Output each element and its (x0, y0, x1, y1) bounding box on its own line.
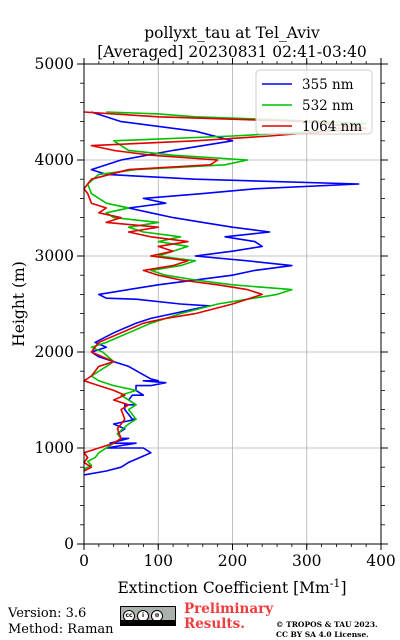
extinction-profile-chart: pollyxt_tau at Tel_Aviv [Averaged] 20230… (10, 24, 396, 597)
legend: 355 nm 532 nm 1064 nm (255, 69, 373, 135)
y-tick-label: 4000 (35, 151, 74, 169)
series-line-355-nm (83, 111, 360, 476)
y-tick-label: 0 (64, 535, 74, 553)
preliminary-results-text: Preliminary Results. (184, 602, 273, 632)
cc-license-badge: cc i ⊜ (120, 606, 176, 626)
y-tick-label: 5000 (35, 55, 74, 73)
x-tick-label: 400 (366, 552, 396, 570)
legend-box (255, 69, 373, 135)
y-axis-label: Height (m) (10, 261, 28, 347)
y-tick-label: 3000 (35, 247, 74, 265)
version-text: Version: 3.6 (8, 606, 87, 621)
series-line-1064-nm (83, 111, 367, 472)
chart-title-line-2: [Averaged] 20230831 02:41-03:40 (97, 43, 367, 61)
copyright-line-2: CC BY SA 4.0 License. (276, 630, 369, 639)
cc-badge-strip (121, 620, 175, 625)
preliminary-line-2: Results. (184, 616, 245, 632)
x-tick-label: 0 (79, 552, 89, 570)
chart-title-line-1: pollyxt_tau at Tel_Aviv (144, 24, 320, 42)
series-lines (83, 111, 367, 476)
legend-label: 355 nm (302, 77, 354, 93)
y-tick-label: 2000 (35, 343, 74, 361)
method-text: Method: Raman (8, 622, 114, 637)
legend-label: 1064 nm (302, 119, 362, 135)
x-tick-label: 100 (143, 552, 173, 570)
x-tick-label: 200 (218, 552, 248, 570)
y-tick-label: 1000 (35, 439, 74, 457)
preliminary-line-1: Preliminary (184, 601, 274, 617)
copyright-text: © TROPOS & TAU 2023. CC BY SA 4.0 Licens… (276, 620, 378, 640)
copyright-line-1: © TROPOS & TAU 2023. (276, 620, 378, 629)
series-line-532-nm (83, 111, 367, 470)
x-axis-label: Extinction Coefficient [Mm-1] (117, 577, 346, 597)
legend-label: 532 nm (302, 98, 354, 114)
x-tick-label: 300 (292, 552, 322, 570)
